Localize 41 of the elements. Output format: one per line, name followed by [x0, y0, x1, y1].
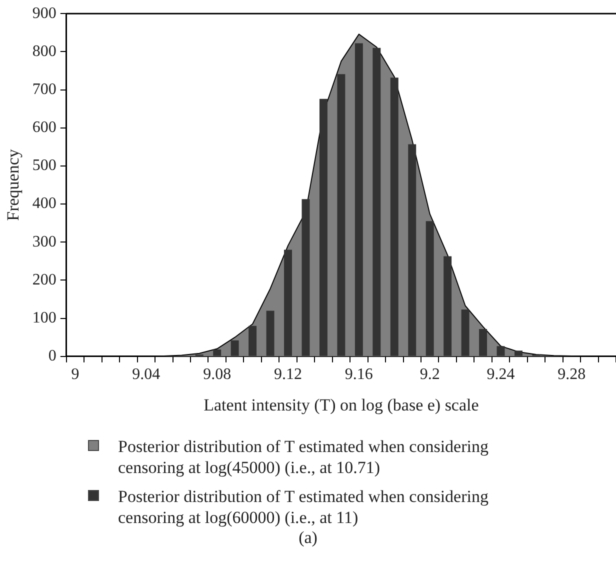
- bar: [337, 74, 346, 356]
- bar: [284, 250, 292, 356]
- y-tick-label: 0: [48, 348, 56, 365]
- bar: [408, 144, 416, 356]
- bar: [444, 256, 452, 356]
- x-tick-label: 9: [71, 366, 80, 384]
- y-axis-title: Frequency: [4, 148, 23, 221]
- bar: [266, 310, 274, 356]
- x-tick-label: 9.04: [132, 366, 160, 384]
- text: (a): [298, 528, 318, 548]
- bar: [461, 310, 470, 356]
- y-tick-label: 900: [32, 4, 56, 22]
- bar: [514, 350, 522, 356]
- bar: [302, 199, 310, 356]
- x-tick-label: 9.12: [274, 366, 302, 384]
- y-tick-label: 100: [32, 310, 56, 327]
- bar: [372, 48, 381, 356]
- bar: [230, 340, 239, 356]
- x-tick-label: 9.2: [420, 366, 440, 384]
- y-tick-label: 500: [32, 157, 56, 174]
- x-tick-label: 9.08: [203, 366, 232, 384]
- y-tick-label: 200: [32, 271, 56, 288]
- bar: [213, 350, 222, 356]
- bar: [319, 98, 328, 356]
- y-tick-label: 300: [32, 233, 56, 250]
- bar: [426, 221, 434, 356]
- bar: [390, 78, 398, 356]
- bar: [496, 346, 505, 356]
- y-tick-label: 700: [32, 80, 56, 98]
- legend-label: Posterior distribution of T estimated when considering censoring at log(60000) (i.e., at 11): [118, 486, 490, 528]
- bar: [248, 326, 257, 356]
- y-tick-label: 800: [32, 42, 56, 60]
- x-tick-label: 9.28: [558, 366, 586, 384]
- legend-label: Posterior distribution of T estimated when considering censoring at log(45000) (i.e., at 10.71): [118, 436, 490, 478]
- y-tick-label: 600: [32, 119, 56, 136]
- x-tick-label: 9.16: [344, 366, 373, 384]
- x-axis-title: Latent intensity (T) on log (base e) scale: [204, 395, 479, 414]
- bar: [354, 43, 363, 356]
- x-tick-label: 9.24: [486, 366, 515, 384]
- y-tick-label: 400: [32, 195, 56, 212]
- bar: [479, 328, 488, 356]
